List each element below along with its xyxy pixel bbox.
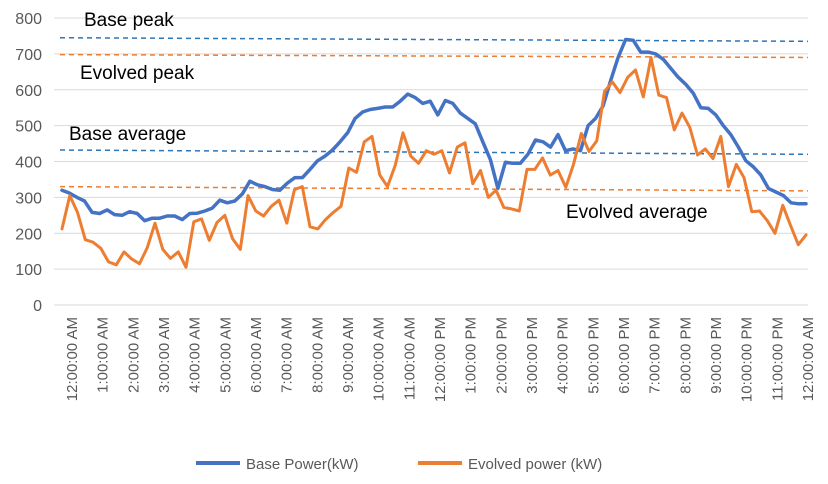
y-tick-label: 100 [15, 262, 42, 279]
x-tick-label: 4:00:00 PM [555, 317, 572, 394]
x-tick-label: 7:00:00 PM [647, 317, 664, 394]
x-tick-label: 5:00:00 AM [217, 317, 234, 393]
reference-line-1 [59, 53, 809, 59]
x-tick-label: 1:00:00 PM [463, 317, 480, 394]
legend-label: Base Power(kW) [246, 456, 359, 473]
x-tick-label: 11:00:00 PM [769, 317, 786, 401]
x-tick-label: 7:00:00 AM [279, 317, 296, 393]
x-tick-label: 6:00:00 AM [248, 317, 265, 393]
reference-line-3 [59, 185, 809, 192]
y-tick-label: 700 [15, 47, 42, 64]
legend: Base Power(kW) Evolved power (kW) [196, 456, 602, 473]
x-tick-label: 5:00:00 PM [585, 317, 602, 394]
x-tick-label: 12:00:00 AM [800, 317, 817, 401]
y-tick-label: 200 [15, 226, 42, 243]
y-tick-label: 400 [15, 155, 42, 172]
y-tick-label: 500 [15, 119, 42, 136]
x-tick-label: 2:00:00 AM [125, 317, 142, 393]
annotation-label: Base peak [84, 10, 174, 31]
x-tick-label: 6:00:00 PM [616, 317, 633, 394]
annotation-label: Base average [69, 124, 186, 145]
x-tick-label: 10:00:00 PM [739, 317, 756, 402]
x-tick-label: 9:00:00 AM [340, 317, 357, 393]
x-tick-label: 12:00:00 PM [432, 317, 449, 402]
y-tick-label: 800 [15, 11, 42, 28]
reference-lines [59, 36, 809, 192]
reference-line-0 [59, 36, 809, 43]
annotation-label: Evolved peak [80, 63, 195, 84]
x-tick-label: 3:00:00 PM [524, 317, 541, 394]
series-line-0 [60, 37, 808, 223]
y-axis-ticks: 0 100 200 300 400 500 600 700 800 [15, 11, 42, 315]
y-tick-label: 600 [15, 83, 42, 100]
y-tick-label: 0 [33, 298, 42, 315]
annotations: Base peak Evolved peak Base average Evolved… [69, 10, 708, 223]
x-tick-label: 2:00:00 PM [493, 317, 510, 394]
gridlines [54, 17, 808, 306]
x-axis-ticks: 12:00:00 AM 1:00:00 AM 2:00:00 AM 3:00:00 A… [64, 317, 817, 402]
x-tick-label: 12:00:00 AM [64, 317, 81, 401]
x-tick-label: 3:00:00 AM [156, 317, 173, 393]
x-tick-label: 8:00:00 PM [677, 317, 694, 394]
x-tick-label: 4:00:00 AM [187, 317, 204, 393]
x-tick-label: 8:00:00 AM [309, 317, 326, 393]
reference-line-2 [59, 149, 809, 156]
x-tick-label: 1:00:00 AM [95, 317, 112, 393]
x-tick-label: 11:00:00 AM [401, 317, 418, 400]
x-tick-label: 10:00:00 AM [371, 317, 388, 401]
legend-label: Evolved power (kW) [468, 456, 602, 473]
series-lines [60, 37, 808, 269]
series-line-1 [60, 56, 808, 269]
y-tick-label: 300 [15, 190, 42, 207]
x-tick-label: 9:00:00 PM [708, 317, 725, 394]
annotation-label: Evolved average [566, 202, 708, 223]
